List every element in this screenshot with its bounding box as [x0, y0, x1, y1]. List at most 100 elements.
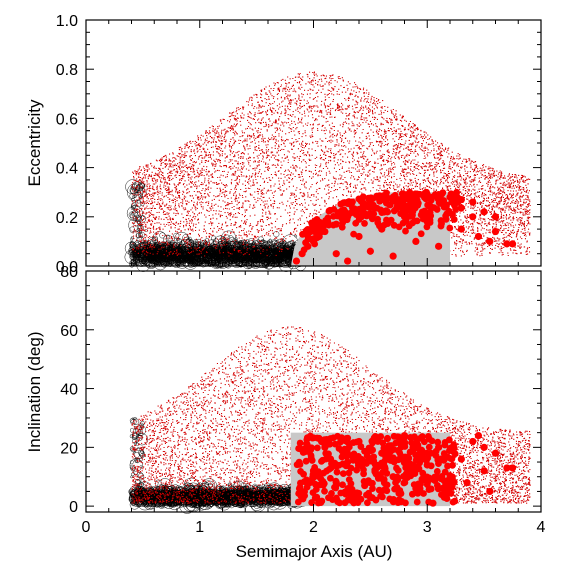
y-tick-label: 1.0 [56, 13, 78, 30]
highlight-point [449, 211, 456, 218]
highlight-point [463, 479, 471, 487]
highlight-point [308, 499, 316, 506]
highlight-point [340, 206, 348, 214]
highlight-point [321, 436, 328, 444]
highlight-points [292, 188, 517, 265]
highlight-point [319, 456, 326, 464]
highlight-point [413, 498, 421, 506]
highlight-point [300, 246, 308, 254]
highlight-point [382, 453, 389, 461]
highlight-point [295, 445, 303, 452]
highlight-point [433, 468, 441, 475]
highlight-point [412, 456, 420, 464]
highlight-point [363, 452, 371, 459]
highlight-point [450, 478, 458, 486]
highlight-point [348, 497, 356, 505]
highlight-point [474, 232, 483, 241]
highlight-point [449, 461, 456, 469]
highlight-point [448, 483, 456, 491]
highlight-point [371, 433, 379, 440]
highlight-point [414, 463, 422, 471]
highlight-point [434, 438, 442, 446]
highlight-point [480, 443, 488, 451]
highlight-point [333, 468, 341, 476]
highlight-point [408, 490, 416, 498]
highlight-point [374, 215, 382, 223]
highlight-point [421, 207, 428, 215]
highlight-point [421, 193, 429, 201]
highlight-point [344, 434, 352, 442]
highlight-point [331, 459, 339, 467]
y-tick-label: 0.0 [56, 259, 78, 276]
highlight-point [508, 240, 517, 248]
highlight-point [420, 438, 428, 446]
highlight-point [393, 484, 401, 491]
highlight-point [425, 443, 433, 451]
highlight-point [353, 466, 361, 474]
highlight-point [423, 449, 431, 457]
highlight-point [412, 451, 419, 459]
highlight-point [362, 202, 370, 210]
highlight-point [311, 240, 319, 248]
highlight-point [349, 456, 357, 464]
highlight-point [503, 240, 511, 248]
highlight-point [442, 489, 450, 497]
y-tick-label: 0 [69, 499, 78, 516]
highlight-point [427, 462, 435, 470]
highlight-point [443, 495, 451, 502]
highlight-point [435, 199, 443, 207]
y-tick-label: 0.4 [56, 161, 78, 178]
highlight-point [402, 227, 409, 235]
highlight-point [400, 200, 407, 208]
highlight-point [417, 230, 425, 238]
highlight-point [381, 465, 389, 473]
y-tick-label: 80 [60, 264, 78, 281]
highlight-point [486, 237, 494, 245]
highlight-point [339, 481, 346, 489]
highlight-point [343, 462, 351, 470]
highlight-point [327, 474, 334, 482]
highlight-point [427, 212, 435, 220]
highlight-point [417, 446, 425, 454]
highlight-point [420, 490, 427, 497]
highlight-point [292, 257, 301, 265]
highlight-point [352, 211, 360, 218]
highlight-point [402, 217, 410, 225]
highlight-point [452, 205, 460, 213]
highlight-point [390, 496, 397, 503]
highlight-point [347, 492, 355, 500]
x-tick-label: 4 [537, 519, 546, 536]
highlight-point [387, 216, 395, 224]
highlight-point [361, 220, 368, 227]
highlight-point [386, 446, 393, 454]
highlight-point [410, 481, 418, 489]
highlight-point [389, 197, 397, 205]
highlight-point [357, 495, 365, 503]
highlight-point [378, 493, 386, 501]
highlight-point [360, 477, 368, 485]
highlight-point [437, 217, 445, 224]
highlight-point [348, 485, 356, 493]
highlight-point [313, 434, 321, 442]
highlight-point [376, 222, 383, 230]
highlight-point [319, 481, 327, 489]
y-axis-label: Inclination (deg) [25, 332, 44, 453]
highlight-point [379, 487, 387, 495]
highlight-point [302, 457, 310, 465]
highlight-point [411, 190, 419, 198]
y-tick-label: 0.6 [56, 111, 78, 128]
highlight-point [429, 476, 437, 483]
highlight-point [300, 470, 307, 478]
highlight-point [357, 443, 365, 450]
y-tick-label: 60 [60, 323, 78, 340]
highlight-point [425, 203, 433, 210]
highlight-point [309, 235, 316, 243]
highlight-point [355, 232, 363, 241]
highlight-point [328, 489, 335, 497]
highlight-point [435, 242, 443, 250]
highlight-point [437, 222, 445, 230]
highlight-point [364, 212, 372, 219]
highlight-point [474, 431, 483, 440]
highlight-point [469, 437, 477, 446]
